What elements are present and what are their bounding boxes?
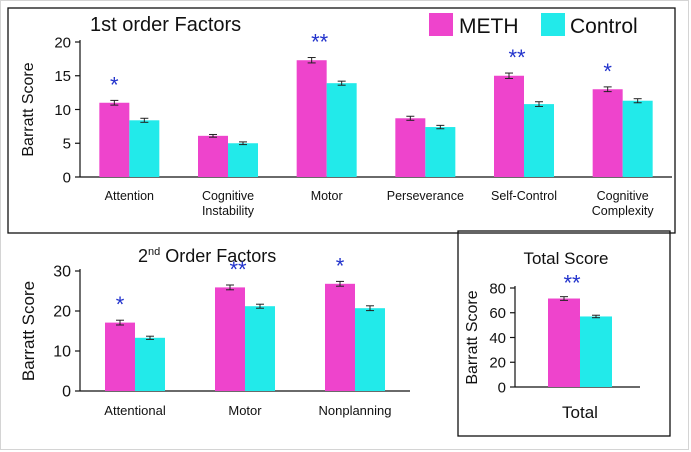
meth-bar (215, 287, 245, 391)
panel2-title: 2nd Order Factors (138, 246, 276, 266)
panel2-title-sup: nd (148, 246, 160, 258)
control-bar (245, 306, 275, 391)
x-category-label: Nonplanning (318, 403, 391, 418)
meth-bar (395, 118, 426, 177)
significance-star: ** (563, 271, 581, 296)
y-tick-label: 0 (62, 384, 71, 401)
panel1-frame (7, 7, 676, 234)
y-tick-label: 5 (63, 136, 71, 153)
meth-bar (325, 283, 355, 391)
meth-bar (105, 322, 135, 391)
control-bar (580, 316, 612, 387)
control-bar (524, 104, 554, 177)
significance-star: * (116, 292, 125, 317)
y-tick-label: 0 (498, 379, 506, 396)
panel2-title-rest: Order Factors (160, 246, 276, 266)
significance-star: ** (508, 45, 526, 70)
control-bar (326, 83, 357, 177)
legend-control-label: Control (570, 15, 638, 38)
chart-total: 0 20 40 60 80 Barratt Score ** (464, 271, 640, 396)
y-axis-label: Barratt Score (464, 290, 481, 384)
y-tick-label: 10 (53, 344, 71, 361)
y-tick-label: 0 (63, 169, 71, 186)
x-category-label: Cognitive (597, 189, 649, 203)
significance-star: * (336, 253, 345, 278)
panel1-title: 1st order Factors (90, 14, 241, 36)
significance-star: * (603, 59, 612, 84)
y-axis-label: Barratt Score (19, 281, 38, 381)
control-bar (129, 120, 160, 177)
x-category-label: Motor (228, 403, 262, 418)
panel3-title: Total Score (523, 249, 608, 268)
x-category-label: Instability (202, 204, 255, 218)
x-category-label: Attentional (104, 403, 166, 418)
y-tick-label: 10 (54, 102, 71, 119)
panel2-title-main: 2 (138, 246, 148, 266)
x-category-label: Cognitive (202, 189, 254, 203)
legend: METH Control (429, 13, 638, 38)
meth-bar (99, 102, 130, 177)
meth-bar (592, 89, 623, 177)
y-tick-label: 20 (489, 355, 506, 372)
meth-bar (494, 75, 524, 177)
significance-star: ** (311, 30, 329, 55)
control-bar (228, 143, 258, 177)
control-bar (425, 127, 456, 177)
x-category-label: Complexity (592, 204, 655, 218)
control-bar (622, 100, 653, 177)
y-tick-label: 20 (53, 304, 71, 321)
legend-meth-label: METH (459, 15, 519, 38)
panel3-frame (457, 230, 671, 437)
x-category-label: Attention (105, 189, 154, 203)
y-tick-label: 30 (53, 264, 71, 281)
x-category-label: Motor (311, 189, 343, 203)
control-bar (135, 337, 165, 391)
meth-bar (548, 298, 580, 387)
y-tick-label: 80 (489, 280, 506, 297)
x-category-label: Perseverance (387, 189, 464, 203)
y-tick-label: 60 (489, 305, 506, 322)
x-category-label: Self-Control (491, 189, 557, 203)
legend-meth-swatch (429, 13, 453, 36)
control-bar (355, 308, 385, 391)
significance-star: ** (229, 257, 247, 282)
y-axis-label: Barratt Score (20, 62, 37, 156)
y-tick-label: 15 (54, 68, 71, 85)
legend-control-swatch (541, 13, 565, 36)
y-tick-label: 40 (489, 330, 506, 347)
y-tick-label: 20 (54, 34, 71, 51)
meth-bar (296, 60, 327, 177)
significance-star: * (110, 72, 119, 97)
panel3-xlabel: Total (562, 403, 598, 422)
meth-bar (198, 135, 228, 177)
